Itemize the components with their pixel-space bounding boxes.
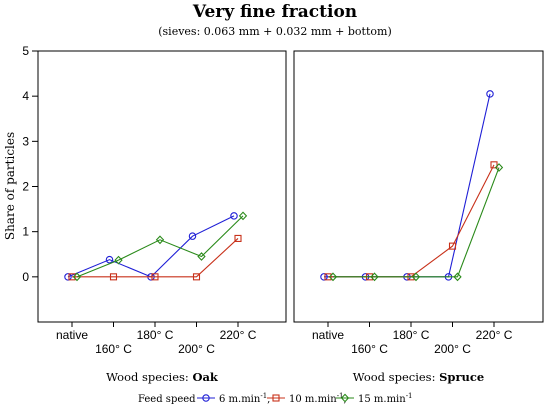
- x-tick-label-p0-0: native: [56, 328, 88, 342]
- legend-title: Feed speed: [138, 394, 196, 405]
- chart-title: Very fine fraction: [192, 2, 358, 22]
- data-point-p0-s1-0: [68, 273, 76, 281]
- chart-subtitle: (sieves: 0.063 mm + 0.032 mm + bottom): [158, 25, 392, 38]
- panel-caption-species-0: Oak: [192, 370, 218, 384]
- data-point-p1-s1-0: [324, 273, 332, 281]
- data-point-p0-s1-4: [234, 234, 242, 242]
- series-line-p1-s2: [333, 167, 500, 278]
- data-point-p0-s1-1: [109, 273, 118, 281]
- data-point-p1-s1-3: [448, 242, 457, 250]
- data-point-p0-s2-3: [197, 252, 206, 261]
- x-tick-label-p1-2: 180° C: [393, 328, 430, 342]
- series-line-p1-s1: [328, 164, 495, 278]
- y-tick-label-3: 3: [22, 134, 29, 148]
- y-tick-label-4: 4: [22, 89, 29, 103]
- data-point-p0-s2-1: [114, 255, 123, 265]
- panel-caption-prefix-1: Wood species:: [353, 370, 439, 384]
- data-point-p0-s1-2: [151, 273, 159, 281]
- data-point-p1-s1-4: [490, 161, 498, 169]
- data-point-p1-s2-2: [411, 272, 421, 282]
- panel-frame-0: [37, 50, 287, 323]
- legend-label-2: 15 m.min-1: [358, 392, 413, 405]
- series-line-p0-s1: [72, 238, 239, 278]
- data-point-p1-s2-1: [370, 272, 379, 282]
- data-point-p0-s0-4: [230, 212, 238, 220]
- y-tick-label-1: 1: [22, 225, 29, 239]
- data-point-p0-s1-3: [192, 273, 201, 281]
- legend-label-0: 6 m.min-1,: [219, 392, 270, 405]
- legend-label-sep-0: ,: [267, 394, 270, 405]
- data-point-p1-s0-0: [320, 273, 328, 281]
- y-axis-label: Share of particles: [3, 132, 17, 240]
- x-tick-label-p1-3: 200° C: [434, 342, 471, 356]
- data-point-p1-s2-4: [494, 163, 504, 172]
- data-point-p1-s2-3: [453, 272, 462, 282]
- series-line-p0-s0: [67, 215, 235, 278]
- panel-caption-prefix-0: Wood species:: [106, 370, 192, 384]
- legend-label-text-1: 10 m.min: [289, 394, 337, 405]
- y-tick-label-2: 2: [22, 180, 29, 194]
- legend-marker-1: [272, 394, 280, 402]
- x-tick-label-p0-3: 200° C: [178, 342, 215, 356]
- legend-marker-2: [340, 393, 350, 403]
- legend-label-sup-2: -1: [406, 392, 413, 400]
- series-line-p0-s2: [76, 215, 244, 278]
- x-tick-label-p1-4: 220° C: [476, 328, 513, 342]
- legend-label-text-0: 6 m.min: [219, 394, 261, 405]
- legend-label-sup-0: -1: [260, 392, 267, 400]
- data-point-p0-s0-0: [64, 273, 72, 281]
- series-line-p1-s0: [324, 93, 491, 278]
- panel-frame-1: [293, 50, 544, 323]
- legend-label-sup-1: -1: [337, 392, 344, 400]
- data-point-p0-s2-2: [155, 235, 165, 245]
- legend-label-1: 10 m.min-1,: [289, 392, 347, 405]
- legend-label-sep-1: ,: [344, 394, 347, 405]
- x-tick-label-p0-2: 180° C: [137, 328, 174, 342]
- y-tick-label-5: 5: [22, 44, 29, 58]
- panel-caption-0: Wood species: Oak: [106, 370, 219, 384]
- x-tick-label-p1-0: native: [312, 328, 344, 342]
- legend-label-text-2: 15 m.min: [358, 394, 406, 405]
- data-point-p0-s2-0: [72, 272, 82, 282]
- legend-marker-0: [202, 394, 210, 402]
- data-point-p0-s0-1: [105, 255, 114, 264]
- panel-caption-species-1: Spruce: [439, 370, 484, 384]
- data-point-p1-s0-4: [486, 90, 494, 98]
- y-tick-label-0: 0: [22, 270, 29, 284]
- panel-caption-1: Wood species: Spruce: [353, 370, 484, 384]
- x-tick-label-p1-1: 160° C: [351, 342, 388, 356]
- data-point-p1-s2-0: [328, 272, 338, 282]
- x-tick-label-p0-4: 220° C: [220, 328, 257, 342]
- data-point-p0-s0-3: [188, 232, 197, 240]
- data-point-p0-s2-4: [238, 211, 248, 221]
- x-tick-label-p0-1: 160° C: [95, 342, 132, 356]
